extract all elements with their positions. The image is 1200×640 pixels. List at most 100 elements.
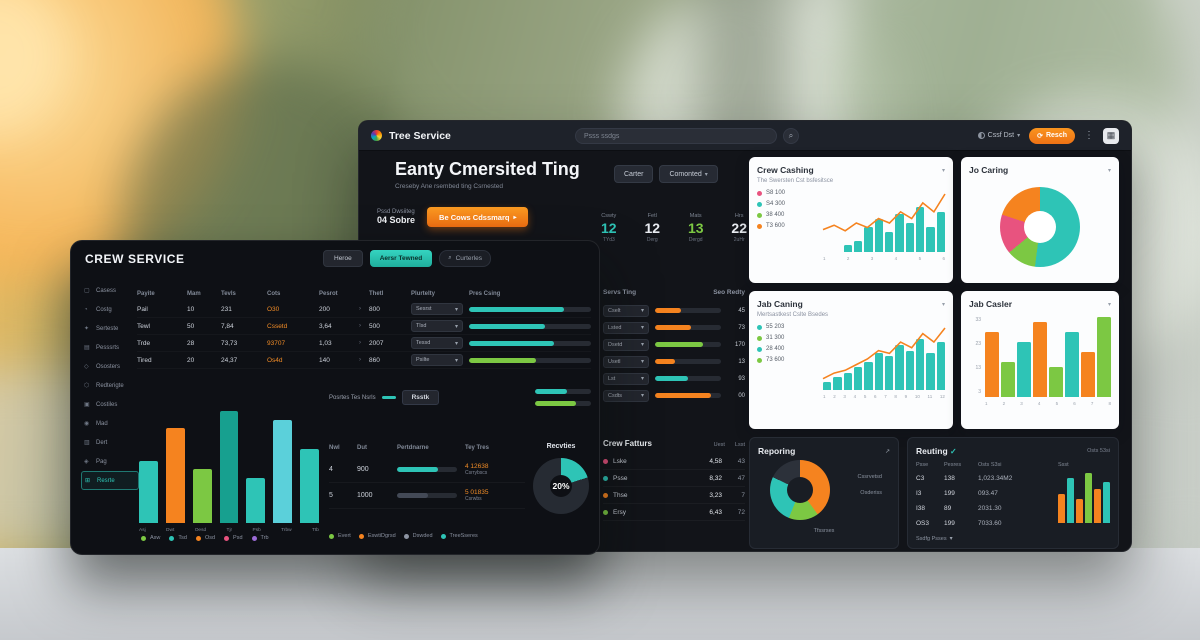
chevron-down-icon: ▾ <box>704 171 708 178</box>
status-pill[interactable]: Dsetd ▾ <box>603 338 649 351</box>
cell: I38 <box>916 505 926 512</box>
table-row[interactable]: Pail 10 231 O30 200 › 800 Sesrst ▾ <box>137 301 591 318</box>
jab-caning-chart: 1 2 3 4 5 6 7 8 9 10 11 12 <box>823 328 945 399</box>
bar <box>1058 493 1065 523</box>
sidebar-item-ososters[interactable]: ◇ Ososters <box>81 357 139 376</box>
bar <box>833 377 842 390</box>
status-pill[interactable]: Lst ▾ <box>603 372 649 385</box>
rating-value: 170 <box>734 341 745 348</box>
menu-icon: ◈ <box>84 459 89 465</box>
bar <box>219 411 239 523</box>
sidebar-item-pesssrts[interactable]: ▤ Pesssrts <box>81 338 139 357</box>
status-pill[interactable]: Usetl ▾ <box>603 355 649 368</box>
cell: 7033.60 <box>978 520 1002 527</box>
bar <box>192 469 212 523</box>
sidebar-item-pag[interactable]: ◈ Pag <box>81 452 139 471</box>
global-search-input[interactable] <box>575 128 777 144</box>
teal-dash-indicator <box>381 396 396 399</box>
donut-hole: 20% <box>549 474 573 498</box>
app-topbar: Tree Service ⌕ Cssf Dst ▾ ⟳ Resch ⋮ ▦ <box>359 121 1131 151</box>
call-status-menu[interactable]: Cssf Dst ▾ <box>977 132 1020 139</box>
kebab-menu-icon[interactable]: ⋮ <box>1084 130 1094 141</box>
status-pill[interactable]: Csdts ▾ <box>603 389 649 402</box>
resch-button[interactable]: ⟳ Resch <box>1029 127 1075 144</box>
chevron-down-icon[interactable]: ▾ <box>941 301 945 308</box>
rating-bar-fill <box>655 376 688 381</box>
carter-button[interactable]: Carter <box>614 165 654 183</box>
row-chevron-icon[interactable]: › <box>359 340 361 346</box>
donut-label: Osderiss <box>860 490 882 496</box>
row-chevron-icon[interactable]: › <box>359 306 361 312</box>
chevron-down-icon[interactable]: ▾ <box>1107 167 1111 174</box>
tab-heroe[interactable]: Heroe <box>323 250 363 267</box>
sidebar-item-serteste[interactable]: ✦ Serteste <box>81 319 139 338</box>
bar <box>1094 488 1101 523</box>
primary-cta-button[interactable]: Be Cows Cdssmarq ▸ <box>427 207 529 227</box>
crew-search-input[interactable]: ⌕ Curterles <box>439 250 491 267</box>
page-title: Eanty Cmersited Ting <box>395 159 580 179</box>
sidebar-item-redterigte[interactable]: ⬡ Redterigte <box>81 376 139 395</box>
sidebar-item-dert[interactable]: ▥ Dert <box>81 433 139 452</box>
cell: OS3 <box>916 520 930 527</box>
expand-icon[interactable]: ↗ <box>884 448 890 455</box>
row-chevron-icon[interactable]: › <box>359 323 361 329</box>
tab-aersr-tewned[interactable]: Aersr Tewned <box>369 250 433 267</box>
series-dot <box>757 212 762 218</box>
sidebar-item-label: Pesssrts <box>96 344 120 351</box>
table-row[interactable]: 5 1000 5 01835 Csrwbs <box>329 483 525 509</box>
chevron-down-icon[interactable]: ▾ <box>1107 301 1111 308</box>
reuting-footer[interactable]: Ssdfg Psses ▾ <box>916 535 1054 543</box>
chevron-down-icon[interactable]: ▾ <box>941 167 945 174</box>
chevron-down-icon: ▾ <box>454 357 458 364</box>
table-row[interactable]: 4 900 4 12638 Csrrybscs <box>329 457 525 483</box>
cell: 28 <box>187 339 195 347</box>
table-row[interactable]: Trde 28 73,73 93707 1,03 › 2007 Tessd ▾ <box>137 335 591 352</box>
cell: 800 <box>369 305 380 313</box>
cell: 7,84 <box>221 322 234 330</box>
sidebar-item-label: Resrte <box>97 477 115 484</box>
legend-item: T3 600 <box>757 223 815 229</box>
chevron-down-icon: ▾ <box>640 325 644 331</box>
search-icon[interactable]: ⌕ <box>783 128 799 144</box>
chevron-down-icon: ▾ <box>640 376 644 382</box>
cell-name: Trde <box>137 339 151 347</box>
window-title: CREW SERVICE <box>85 252 185 266</box>
legend-label: Evert <box>338 533 351 539</box>
status-pill[interactable]: Tlsd ▾ <box>411 320 463 332</box>
bar <box>1067 478 1074 523</box>
sidebar-item-costg[interactable]: ◔ Costg <box>81 300 139 319</box>
legend-label: 73 600 <box>766 357 785 363</box>
rating-bar-fill <box>655 393 712 398</box>
app-logo-icon <box>371 130 382 141</box>
col-header: Dut <box>357 445 367 451</box>
rsstk-button[interactable]: Rsstk <box>401 390 440 405</box>
sidebar-item-costiles[interactable]: ▣ Costiles <box>81 395 139 414</box>
crew-service-window: CREW SERVICE Heroe Aersr Tewned ⌕ Curterl… <box>70 240 600 555</box>
status-pill[interactable]: Cselt ▾ <box>603 304 649 317</box>
reuting-table-header: Psse Pesres Osts S3si Ssst <box>916 462 1110 468</box>
rating-bar-fill <box>655 359 675 364</box>
table-row[interactable]: Tired 20 24,37 Os4d 140 › 860 Psilte ▾ <box>137 352 591 369</box>
status-pill[interactable]: Psilte ▾ <box>411 354 463 366</box>
row-chevron-icon[interactable]: › <box>359 357 361 363</box>
sidebar-item-resrte[interactable]: ⊞ Resrte <box>81 471 139 490</box>
apps-grid-icon[interactable]: ▦ <box>1103 127 1119 144</box>
stat-hrs: Hrs 22 2uHr <box>731 213 747 243</box>
status-pill[interactable]: Sesrst ▾ <box>411 303 463 315</box>
stat-sub: Dergd <box>688 237 703 243</box>
comonted-button[interactable]: Comonted ▾ <box>659 165 718 183</box>
crew-toolbar: Heroe Aersr Tewned ⌕ Curterles <box>323 250 491 267</box>
chevron-down-icon: ▾ <box>949 536 953 542</box>
sidebar-item-casess[interactable]: ▢ Casess <box>81 281 139 300</box>
bar <box>864 227 873 252</box>
legend-item: Asw <box>141 535 160 541</box>
status-pill[interactable]: Tessd ▾ <box>411 337 463 349</box>
table-row[interactable]: Tewl 50 7,84 Cssetd 3,64 › 500 Tlsd ▾ <box>137 318 591 335</box>
progress-bar <box>469 306 591 312</box>
sidebar-item-mad[interactable]: ◉ Mad <box>81 414 139 433</box>
rating-bar-fill <box>655 308 682 313</box>
project-name: 04 Sobre <box>377 215 416 225</box>
cell-name: Tired <box>137 356 152 364</box>
col-servs-ting: Servs Ting <box>603 289 637 296</box>
status-pill[interactable]: Lsted ▾ <box>603 321 649 334</box>
